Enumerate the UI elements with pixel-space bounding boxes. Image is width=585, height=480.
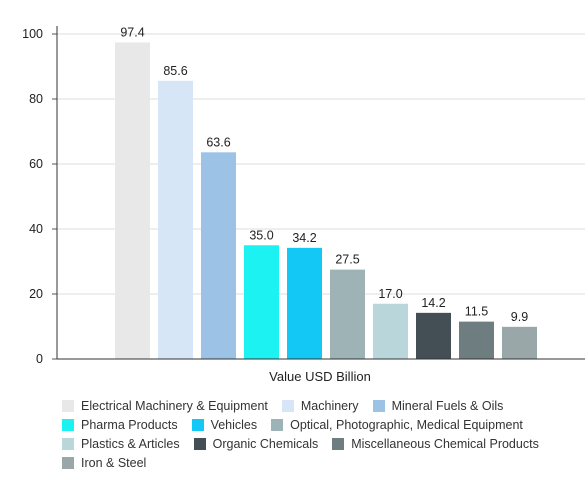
data-label: 9.9 — [511, 310, 528, 324]
bar-electrical-machinery-equipment — [115, 42, 150, 359]
bar-miscellaneous-chemical-products — [459, 321, 494, 359]
x-axis-label: Value USD Billion — [269, 369, 371, 384]
legend-label: Optical, Photographic, Medical Equipment — [290, 417, 523, 432]
legend-swatch — [62, 418, 74, 431]
legend-swatch — [62, 399, 74, 412]
bar-mineral-fuels-oils — [201, 152, 236, 359]
y-tick-label: 20 — [29, 287, 43, 301]
legend-item: Organic Chemicals — [193, 436, 319, 451]
y-tick-label: 0 — [36, 352, 43, 366]
legend-swatch — [281, 399, 294, 412]
data-label: 85.6 — [163, 64, 187, 78]
legend-swatch — [62, 456, 74, 469]
legend: Electrical Machinery & Equipment Machiner… — [62, 396, 582, 472]
bar-vehicles — [287, 247, 322, 359]
legend-label: Iron & Steel — [81, 455, 147, 470]
y-tick-label: 40 — [29, 222, 43, 236]
data-label: 35.0 — [249, 228, 273, 242]
legend-item: Optical, Photographic, Medical Equipment — [271, 418, 523, 432]
legend-label: Organic Chemicals — [212, 436, 319, 451]
legend-item: Machinery — [281, 398, 359, 413]
legend-item: Vehicles — [191, 417, 258, 432]
bars — [115, 42, 537, 360]
legend-swatch — [372, 399, 385, 412]
legend-swatch — [193, 437, 206, 450]
data-label: 34.2 — [292, 231, 316, 245]
bar-pharma-products — [244, 245, 279, 359]
legend-label: Vehicles — [210, 417, 258, 432]
y-axis-ticks: 0 20 40 60 80 100 — [22, 27, 57, 366]
legend-item: Electrical Machinery & Equipment — [62, 399, 268, 413]
bar-chart: 0 20 40 60 80 100 97.4 85.6 63.6 35.0 34.2 27.5 17.… — [22, 25, 585, 384]
data-label: 97.4 — [120, 25, 144, 39]
legend-row: Pharma Products Vehicles Optical, Photogra… — [62, 415, 582, 434]
legend-item: Iron & Steel — [62, 456, 146, 470]
legend-row: Electrical Machinery & Equipment Machiner… — [62, 396, 582, 415]
data-label: 27.5 — [335, 253, 359, 267]
bar-organic-chemicals — [416, 312, 451, 359]
bar-iron-steel — [502, 326, 537, 359]
legend-label: Machinery — [300, 398, 359, 413]
legend-label: Electrical Machinery & Equipment — [81, 398, 268, 413]
legend-row: Iron & Steel — [62, 453, 582, 472]
legend-swatch — [271, 418, 284, 431]
bar-plastics-articles — [373, 303, 408, 359]
bar-machinery — [158, 80, 193, 360]
legend-swatch — [191, 418, 204, 431]
y-tick-label: 80 — [29, 92, 43, 106]
y-tick-label: 100 — [22, 27, 43, 41]
legend-label: Plastics & Articles — [81, 436, 180, 451]
data-label: 63.6 — [206, 135, 230, 149]
y-tick-label: 60 — [29, 157, 43, 171]
bar-optical-photographic-medical-equipment — [330, 269, 365, 359]
data-labels: 97.4 85.6 63.6 35.0 34.2 27.5 17.0 14.2 11.5 9.9 — [120, 25, 528, 323]
legend-item: Miscellaneous Chemical Products — [332, 437, 539, 451]
legend-label: Mineral Fuels & Oils — [391, 398, 504, 413]
legend-swatch — [332, 437, 345, 450]
legend-item: Pharma Products — [62, 418, 178, 432]
data-label: 14.2 — [421, 296, 445, 310]
legend-item: Plastics & Articles — [62, 437, 180, 451]
legend-label: Pharma Products — [81, 417, 178, 432]
legend-label: Miscellaneous Chemical Products — [351, 436, 539, 451]
legend-item: Mineral Fuels & Oils — [372, 398, 504, 413]
data-label: 17.0 — [378, 287, 402, 301]
legend-swatch — [62, 437, 74, 450]
data-label: 11.5 — [465, 305, 488, 319]
legend-row: Plastics & Articles Organic Chemicals Misc… — [62, 434, 582, 453]
